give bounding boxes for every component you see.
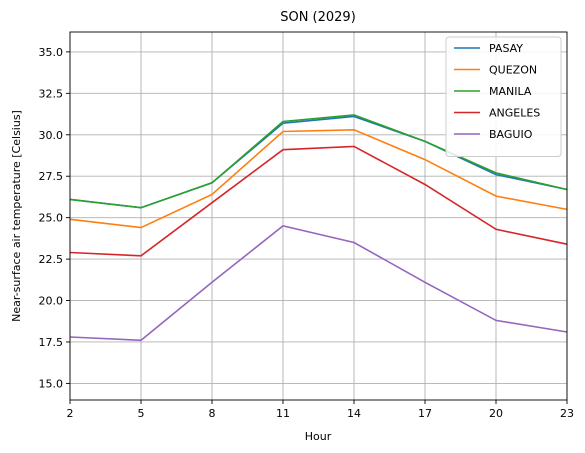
x-tick-label: 23 (560, 407, 574, 420)
ticks: 2 5 8 11 14 17 20 23 15.0 17.5 20.0 22.5 25.0 27.5 30.… (39, 46, 575, 420)
x-tick-label: 20 (489, 407, 503, 420)
y-tick-label: 17.5 (39, 336, 64, 349)
series-line-baguio (69, 225, 568, 342)
grid (69, 32, 568, 400)
chart-title: SON (2029) (280, 10, 356, 25)
legend-box (445, 36, 562, 157)
x-tick-label: 2 (67, 407, 74, 420)
plot-frame (69, 31, 568, 401)
legend-label: QUEZON (489, 64, 537, 77)
series-line-manila (69, 114, 568, 209)
y-tick-label: 20.0 (39, 295, 64, 308)
y-tick-label: 15.0 (39, 377, 64, 390)
legend-label: BAGUIO (489, 128, 533, 141)
y-tick-label: 30.0 (39, 129, 64, 142)
y-tick-label: 25.0 (39, 212, 64, 225)
y-tick-label: 32.5 (39, 87, 64, 100)
y-tick-label: 27.5 (39, 170, 64, 183)
y-tick-label: 35.0 (39, 46, 64, 59)
x-tick-label: 17 (418, 407, 432, 420)
x-tick-label: 14 (347, 407, 361, 420)
series-layer (69, 114, 568, 342)
y-tick-label: 22.5 (39, 253, 64, 266)
x-tick-label: 5 (138, 407, 145, 420)
legend-label: ANGELES (489, 107, 540, 120)
legend-label: PASAY (489, 42, 523, 55)
series-line-angeles (69, 145, 568, 257)
legend: PASAY QUEZON MANILA ANGELES BAGUIO (445, 36, 562, 157)
series-line-quezon (69, 128, 568, 229)
x-tick-label: 11 (276, 407, 290, 420)
x-tick-label: 8 (209, 407, 216, 420)
legend-label: MANILA (489, 85, 532, 98)
y-axis-label: Near-surface air temperature [Celsius] (10, 110, 23, 322)
x-axis-label: Hour (305, 430, 332, 443)
